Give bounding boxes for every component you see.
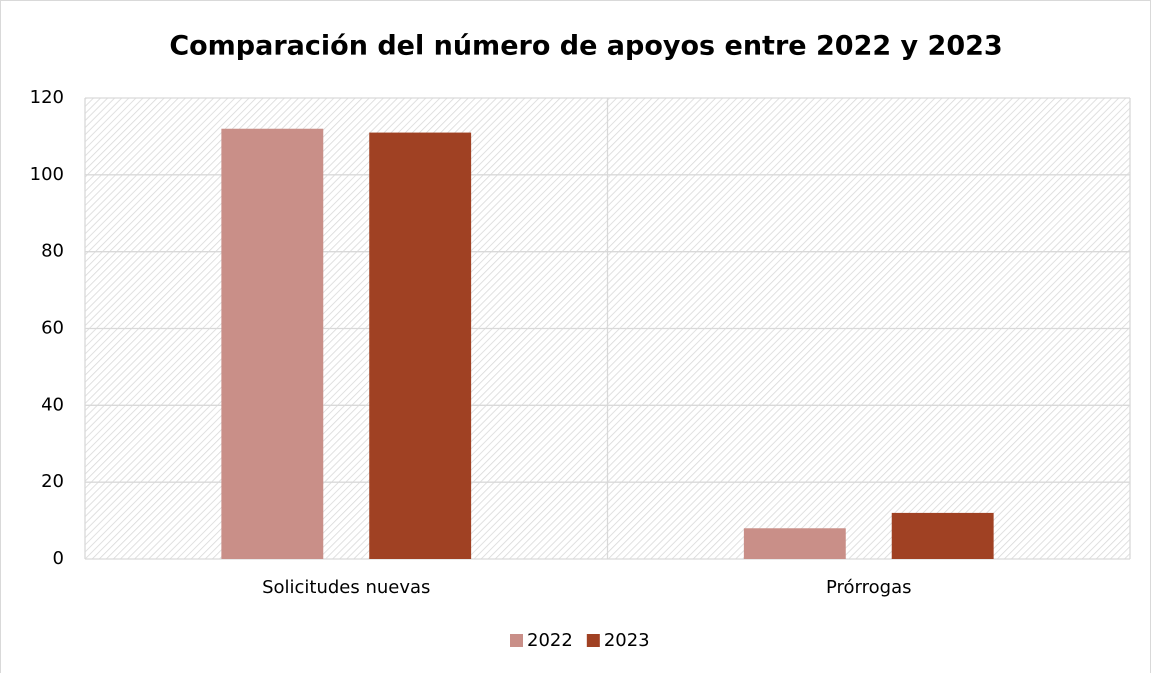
x-tick-label: Prórrogas [826, 577, 912, 598]
y-tick-label: 120 [30, 87, 64, 108]
chart-title: Comparación del número de apoyos entre 2… [169, 31, 1002, 62]
bar [743, 528, 846, 559]
bar [369, 132, 472, 559]
legend-label: 2023 [604, 630, 650, 651]
y-tick-label: 40 [41, 394, 64, 415]
y-tick-label: 60 [41, 318, 64, 339]
y-tick-label: 0 [53, 548, 64, 569]
y-tick-label: 80 [41, 241, 64, 262]
legend-label: 2022 [527, 630, 573, 651]
legend-swatch [510, 634, 523, 647]
y-tick-label: 20 [41, 471, 64, 492]
bar [891, 512, 994, 559]
bar [221, 128, 324, 559]
y-tick-label: 100 [30, 164, 64, 185]
legend-swatch [586, 634, 600, 647]
x-tick-label: Solicitudes nuevas [262, 577, 430, 598]
